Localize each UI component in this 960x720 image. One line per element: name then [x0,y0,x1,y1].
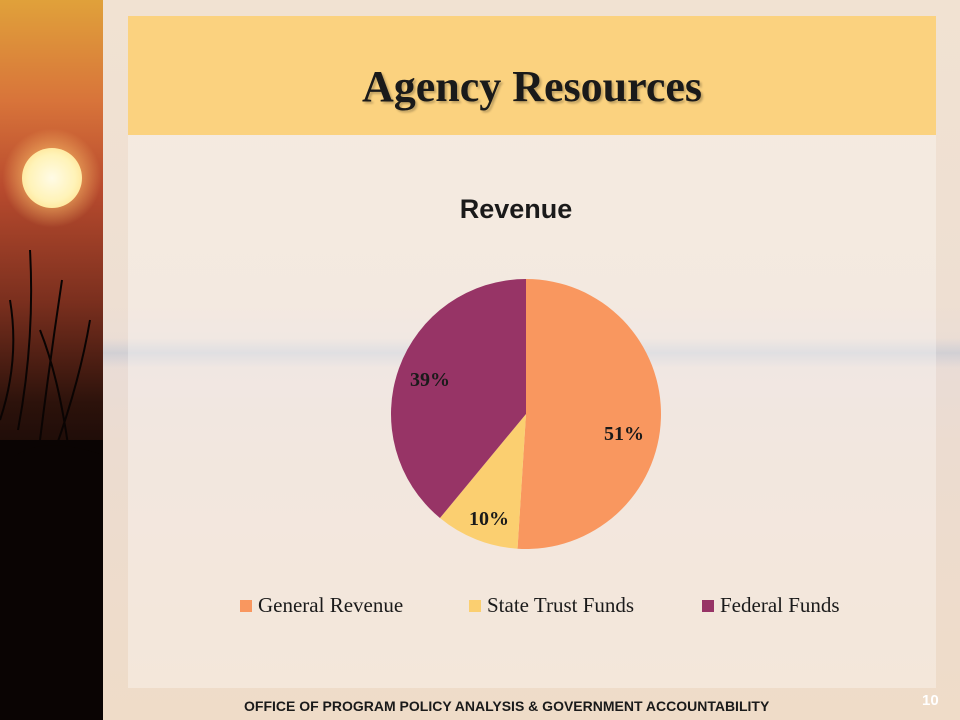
chart-legend: General Revenue State Trust Funds Federal … [0,593,960,619]
legend-swatch [469,599,481,612]
background-sunset-strip [0,0,103,720]
pie-slice-state-trust-funds [439,414,526,549]
slice-label-state-trust-funds: 10% [469,508,509,530]
pie-slice-federal-funds [391,279,526,519]
legend-swatch [702,599,714,612]
legend-label: General Revenue [258,593,404,617]
pie-slice-general-revenue [517,279,662,549]
slide-title: Agency Resources [361,62,703,111]
legend-item-federal-funds: Federal Funds [702,593,840,618]
legend-item-state-trust-funds: State Trust Funds [469,593,634,618]
title-band: Agency Resources [128,16,936,135]
legend-label: Federal Funds [720,593,840,617]
legend-swatch [240,599,252,612]
footer-text: OFFICE OF PROGRAM POLICY ANALYSIS & GOVE… [244,698,770,714]
slice-label-federal-funds: 39% [410,369,450,391]
slide-footer: OFFICE OF PROGRAM POLICY ANALYSIS & GOVE… [0,692,960,720]
slice-label-general-revenue: 51% [604,423,644,445]
legend-item-general-revenue: General Revenue [240,593,403,618]
sun-image [22,148,82,208]
page-number: 10 [922,692,939,709]
chart-title: Revenue [459,194,573,224]
sea-oats-silhouette [0,249,103,720]
legend-label: State Trust Funds [487,593,635,617]
